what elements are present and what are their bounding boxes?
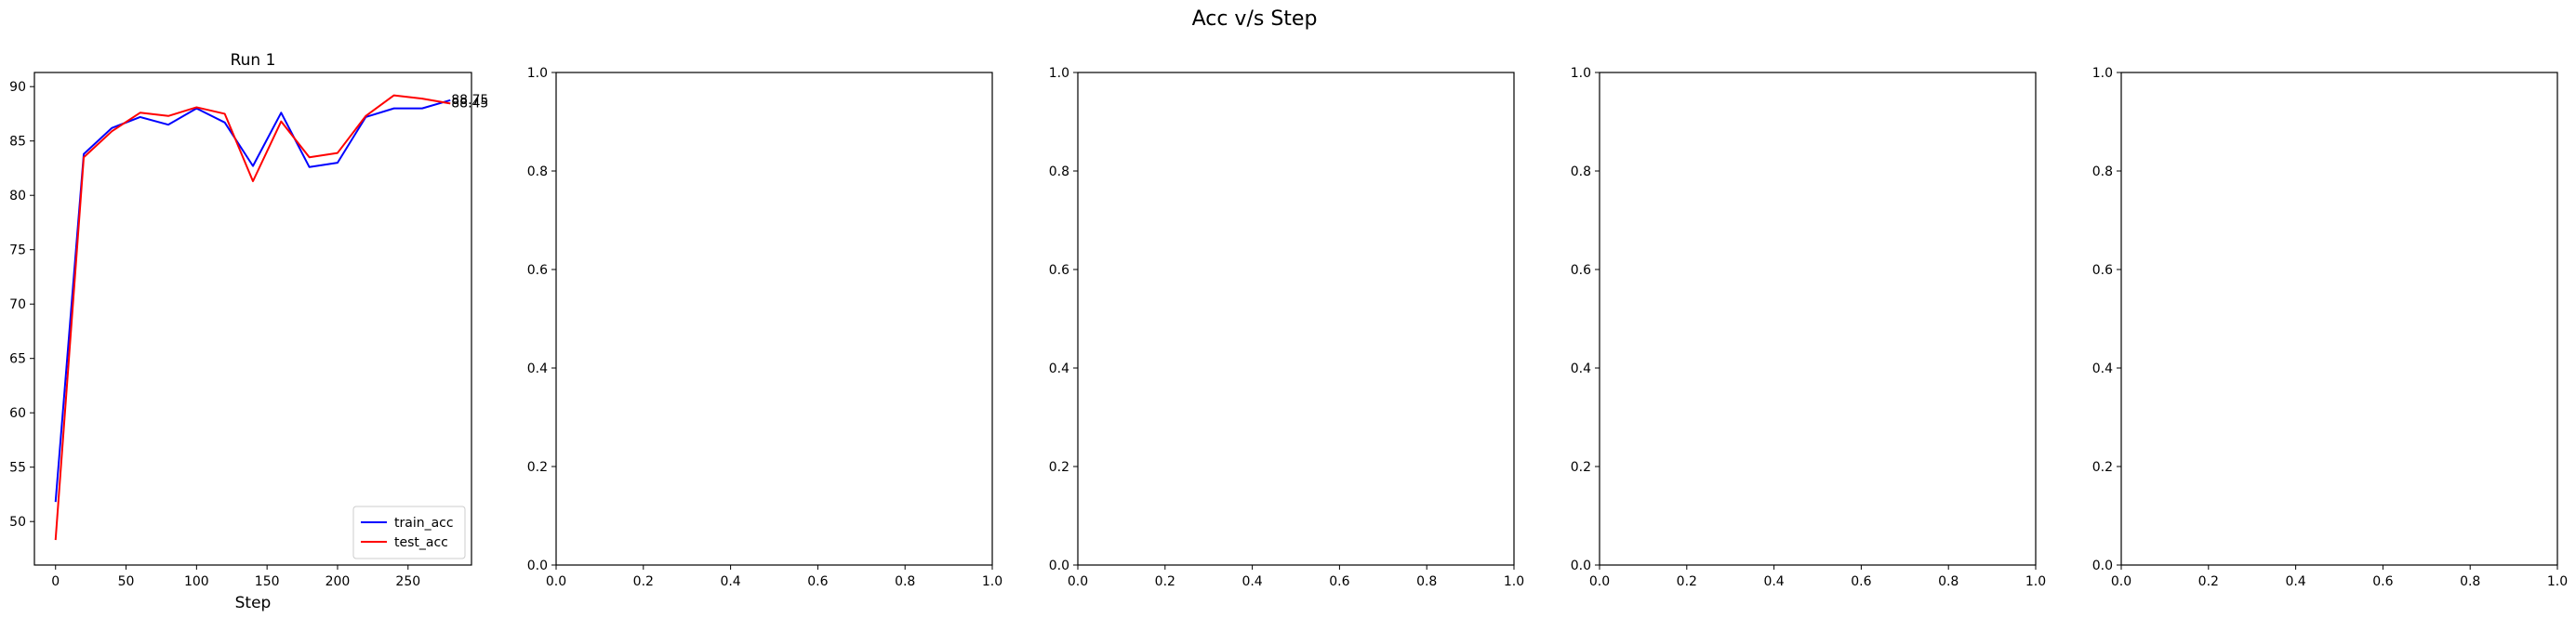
y-tick-label: 0.6: [1571, 263, 1591, 278]
y-tick-label: 0.4: [1571, 362, 1591, 376]
x-tick-label: 0.6: [1329, 574, 1349, 589]
y-tick-label: 0.2: [527, 460, 548, 475]
axes-frame: [555, 72, 993, 566]
y-tick-label: 0.0: [527, 559, 548, 573]
y-tick-label: 1.0: [527, 66, 548, 81]
x-tick-label: 0.6: [1851, 574, 1871, 589]
x-tick-label: 1.0: [2547, 574, 2568, 589]
y-tick-label: 1.0: [1049, 66, 1069, 81]
x-tick-label: 1.0: [2025, 574, 2046, 589]
x-tick-label: 150: [255, 574, 280, 589]
axes-frame: [1077, 72, 1515, 566]
axes-4: 0.0 0.2 0.4 0.6 0.8 1.0 0.0 0.2 0.4 0.6 0.8 1.0: [1571, 66, 2046, 589]
x-tick-label: 0.2: [2198, 574, 2219, 589]
x-tick-label: 0.8: [1416, 574, 1437, 589]
x-tick-label: 0.6: [2372, 574, 2393, 589]
x-tick-label: 0.4: [2285, 574, 2305, 589]
x-tick-label: 0.8: [895, 574, 915, 589]
end-value-label-test_acc: 88.45: [451, 96, 488, 111]
y-tick-label: 50: [9, 515, 26, 530]
legend-label-train_acc: train_acc: [394, 516, 454, 531]
x-tick-label: 0.4: [720, 574, 740, 589]
x-tick-label: 0.2: [1677, 574, 1697, 589]
x-tick-label: 1.0: [982, 574, 1003, 589]
y-tick-label: 0.0: [1571, 559, 1591, 573]
x-tick-label: 0.6: [807, 574, 828, 589]
x-tick-label: 0.2: [633, 574, 654, 589]
y-tick-label: 0.2: [1571, 460, 1591, 475]
y-tick-label: 0.0: [2092, 559, 2113, 573]
series-line-test_acc: [54, 94, 451, 541]
axes-5: 0.0 0.2 0.4 0.6 0.8 1.0 0.0 0.2 0.4 0.6 0.8 1.0: [2092, 66, 2568, 589]
x-tick-label: 0.2: [1155, 574, 1175, 589]
x-tick-label: 0.8: [2460, 574, 2480, 589]
x-tick-label: 0: [51, 574, 60, 589]
x-tick-label: 250: [395, 574, 420, 589]
x-tick-label: 200: [325, 574, 351, 589]
y-tick-label: 0.6: [2092, 263, 2113, 278]
axes-frame: [33, 72, 472, 566]
axes-title: Run 1: [231, 51, 276, 70]
y-tick-label: 75: [9, 243, 26, 258]
y-tick-label: 0.2: [2092, 460, 2113, 475]
y-tick-label: 0.4: [527, 362, 548, 376]
y-tick-label: 0.8: [527, 164, 548, 179]
axes-frame: [1599, 72, 2037, 566]
y-tick-label: 80: [9, 189, 26, 204]
y-tick-label: 0.6: [1049, 263, 1069, 278]
x-tick-label: 100: [184, 574, 209, 589]
y-tick-label: 0.4: [1049, 362, 1069, 376]
x-tick-label: 1.0: [1504, 574, 1524, 589]
y-tick-label: 0.8: [1049, 164, 1069, 179]
y-tick-label: 60: [9, 406, 26, 421]
legend: train_acc test_acc: [352, 506, 466, 559]
legend-label-test_acc: test_acc: [394, 535, 448, 550]
legend-box: [352, 506, 466, 559]
x-tick-label: 50: [118, 574, 135, 589]
axes-container: 0 50 100 150 200 250 50 55 60 65 70 75 80 85 90 Run 1 St…: [9, 51, 2568, 612]
end-value-label-train_acc: 88.75: [451, 93, 488, 108]
y-tick-label: 65: [9, 352, 26, 367]
axes-1: 0 50 100 150 200 250 50 55 60 65 70 75 80 85 90 Run 1 St…: [9, 51, 488, 612]
y-tick-label: 90: [9, 80, 26, 95]
y-tick-label: 0.4: [2092, 362, 2113, 376]
y-tick-label: 0.8: [2092, 164, 2113, 179]
x-tick-label: 0.4: [1242, 574, 1262, 589]
x-tick-label: 0.0: [1589, 574, 1610, 589]
y-tick-label: 55: [9, 461, 26, 476]
y-tick-label: 0.2: [1049, 460, 1069, 475]
figure-suptitle: Acc v/s Step: [1192, 7, 1318, 31]
axes-frame: [2120, 72, 2558, 566]
x-tick-label: 0.4: [1763, 574, 1784, 589]
x-tick-label: 0.0: [2111, 574, 2131, 589]
y-tick-label: 0.8: [1571, 164, 1591, 179]
x-tick-label: 0.0: [546, 574, 566, 589]
x-tick-label: 0.0: [1068, 574, 1088, 589]
x-axis-label: Step: [235, 594, 272, 612]
y-tick-label: 1.0: [1571, 66, 1591, 81]
y-tick-label: 0.6: [527, 263, 548, 278]
y-tick-label: 70: [9, 297, 26, 312]
y-tick-label: 85: [9, 135, 26, 150]
axes-3: 0.0 0.2 0.4 0.6 0.8 1.0 0.0 0.2 0.4 0.6 0.8 1.0: [1049, 66, 1524, 589]
x-tick-label: 0.8: [1938, 574, 1959, 589]
y-tick-label: 0.0: [1049, 559, 1069, 573]
axes-2: 0.0 0.2 0.4 0.6 0.8 1.0 0.0 0.2 0.4 0.6 0.8 1.0: [527, 66, 1003, 589]
y-tick-label: 1.0: [2092, 66, 2113, 81]
